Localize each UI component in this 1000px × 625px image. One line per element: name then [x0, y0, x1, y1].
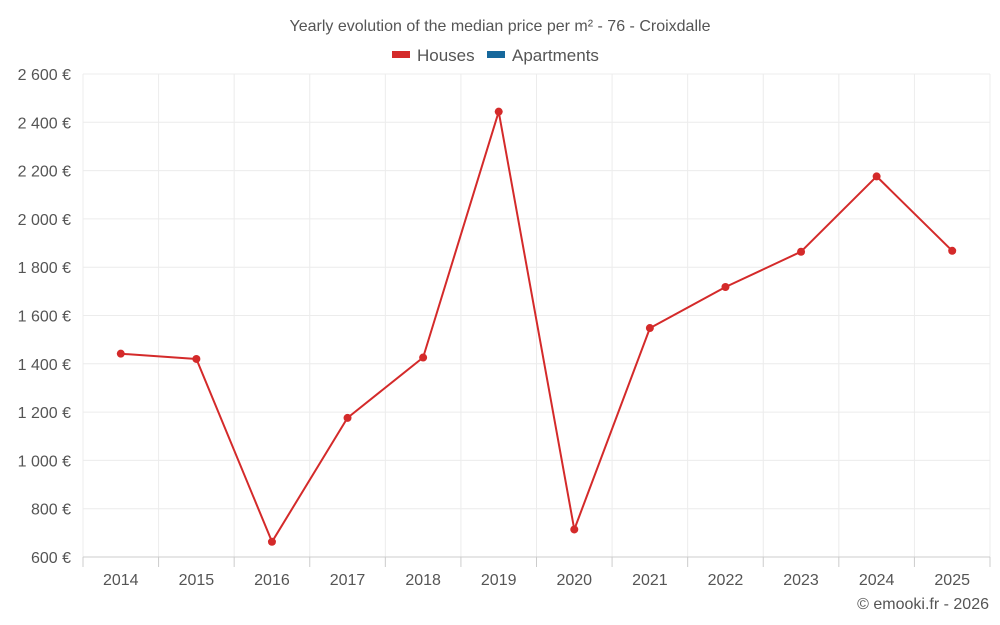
x-gridlines	[82, 74, 991, 567]
x-tick-label: 2023	[783, 572, 819, 589]
x-tick-label: 2017	[330, 572, 366, 589]
data-point-2017[interactable]	[343, 413, 352, 422]
y-tick-label: 2 200 €	[18, 164, 71, 181]
x-tick-label: 2020	[556, 572, 592, 589]
legend-item-apartments[interactable]: Apartments	[487, 46, 599, 65]
x-tick-label: 2016	[254, 572, 290, 589]
y-tick-label: 2 600 €	[18, 67, 71, 84]
y-axis-ticks: 600 € 800 € 1 000 € 1 200 € 1 400 € 1 600 € 1 …	[18, 67, 71, 567]
series-line-houses	[120, 110, 953, 543]
x-tick-label: 2022	[708, 572, 744, 589]
x-tick-label: 2018	[405, 572, 441, 589]
legend-item-houses[interactable]: Houses	[392, 46, 475, 65]
data-point-2016[interactable]	[267, 537, 276, 546]
data-point-2023[interactable]	[797, 247, 806, 256]
data-point-2014[interactable]	[116, 349, 125, 358]
chart-title: Yearly evolution of the median price per…	[290, 18, 711, 35]
data-point-2021[interactable]	[645, 324, 654, 333]
y-tick-label: 1 800 €	[18, 260, 71, 277]
data-point-2019[interactable]	[494, 107, 503, 116]
legend-label-apartments: Apartments	[512, 46, 599, 65]
data-point-2015[interactable]	[192, 354, 201, 363]
data-point-2020[interactable]	[570, 525, 579, 534]
legend-swatch-apartments	[487, 51, 505, 58]
y-tick-label: 1 400 €	[18, 357, 71, 374]
x-tick-label: 2024	[859, 572, 895, 589]
y-tick-label: 1 200 €	[18, 405, 71, 422]
y-tick-label: 2 400 €	[18, 115, 71, 132]
x-axis-ticks: 2014 2015 2016 2017 2018 2019 2020 2021 2022 2023…	[103, 572, 970, 589]
y-tick-label: 600 €	[31, 550, 71, 567]
y-tick-label: 800 €	[31, 502, 71, 519]
data-point-2022[interactable]	[721, 283, 730, 292]
y-tick-label: 2 000 €	[18, 212, 71, 229]
x-tick-label: 2015	[179, 572, 215, 589]
x-tick-label: 2021	[632, 572, 668, 589]
legend-swatch-houses	[392, 51, 410, 58]
series-houses	[116, 107, 957, 546]
x-tick-label: 2019	[481, 572, 517, 589]
data-point-2024[interactable]	[872, 172, 881, 181]
y-tick-label: 1 600 €	[18, 309, 71, 326]
legend-label-houses: Houses	[417, 46, 475, 65]
x-tick-label: 2014	[103, 572, 139, 589]
x-tick-label: 2025	[934, 572, 970, 589]
data-point-2018[interactable]	[419, 353, 428, 362]
credit-text: © emooki.fr - 2026	[857, 596, 989, 613]
y-tick-label: 1 000 €	[18, 453, 71, 470]
data-point-2025[interactable]	[948, 246, 957, 255]
legend: Houses Apartments	[392, 46, 599, 65]
